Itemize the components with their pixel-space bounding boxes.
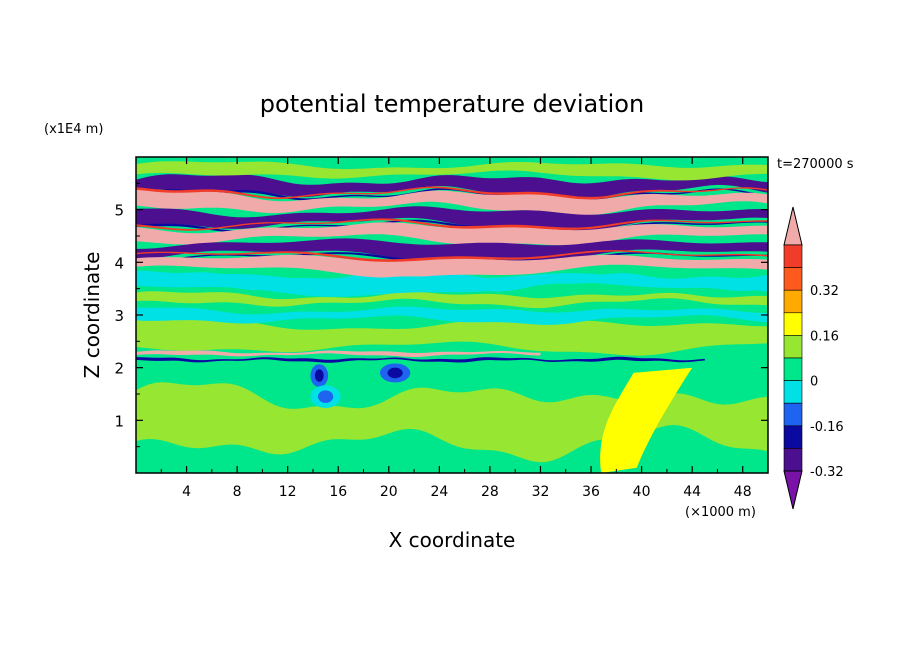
x-tick-label: 40: [633, 484, 651, 500]
field-cyan-band-1: [136, 306, 768, 325]
colorbar: 0.32 0.16 0 -0.16 -0.32: [783, 206, 844, 510]
field-vortex-core-2: [387, 367, 403, 379]
x-tick-label: 8: [233, 484, 242, 500]
colorbar-swatch: [783, 357, 803, 381]
field-mid-band: [136, 317, 768, 356]
colorbar-swatch: [783, 267, 803, 291]
field-vortex-core-3: [318, 390, 334, 403]
colorbar-label: 0: [810, 375, 818, 390]
field-line-pink: [136, 350, 541, 357]
field-top-band: [136, 161, 768, 181]
y-unit-label: (x1E4 m): [44, 122, 103, 137]
field-layer-7: [136, 273, 768, 297]
field-layer-6: [136, 254, 768, 278]
x-axis: 4 8 12 16 20 24 28 32 36 40 44 48: [160, 157, 752, 500]
contour-field: [136, 157, 768, 473]
x-tick-label: 28: [481, 484, 499, 500]
field-vortex-core-1: [314, 369, 324, 382]
y-tick-label: 1: [114, 412, 124, 430]
x-tick-label: 16: [329, 484, 347, 500]
x-tick-label: 48: [734, 484, 752, 500]
colorbar-label: -0.32: [810, 465, 844, 480]
colorbar-swatch: [783, 402, 803, 427]
x-unit-label: (×1000 m): [685, 505, 756, 520]
colorbar-swatch: [783, 380, 803, 404]
x-tick-label: 32: [532, 484, 550, 500]
field-layer-edge-4: [136, 218, 768, 231]
x-tick-label: 36: [582, 484, 600, 500]
y-axis-label: Z coordinate: [80, 252, 104, 379]
colorbar-bottom-arrow: [783, 470, 803, 510]
colorbar-swatch: [783, 244, 803, 268]
field-mid-band-2: [136, 291, 768, 309]
colorbar-swatch: [783, 448, 803, 472]
y-tick-label: 2: [114, 360, 124, 378]
field-warm-blob: [600, 367, 693, 473]
colorbar-swatch: [783, 425, 803, 449]
x-tick-label: 44: [683, 484, 701, 500]
field-layer-5: [136, 238, 768, 262]
field-layer-2: [136, 189, 768, 216]
colorbar-label: -0.16: [810, 420, 844, 435]
colorbar-top-arrow: [783, 206, 803, 246]
field-layer-edge-6: [136, 250, 768, 262]
chart-title: potential temperature deviation: [260, 90, 644, 118]
colorbar-swatch: [783, 335, 803, 359]
field-layer-edge-2: [136, 186, 768, 200]
x-tick-label: 4: [182, 484, 191, 500]
x-tick-label: 20: [380, 484, 398, 500]
x-tick-label: 12: [279, 484, 297, 500]
colorbar-swatch: [783, 312, 803, 336]
field-line-navy: [136, 356, 705, 363]
y-tick-label: 5: [114, 202, 124, 220]
field-layer-1: [136, 174, 768, 200]
time-label: t=270000 s: [777, 157, 854, 172]
y-tick-label: 3: [114, 307, 124, 325]
field-layer-4: [136, 222, 768, 246]
colorbar-label: 0.32: [810, 284, 839, 299]
colorbar-swatch: [783, 289, 803, 314]
colorbar-label: 0.16: [810, 329, 839, 344]
field-lower-band: [136, 382, 768, 463]
y-axis: 1 2 3 4 5: [114, 182, 768, 448]
x-axis-label: X coordinate: [389, 528, 516, 552]
x-tick-label: 24: [430, 484, 448, 500]
y-tick-label: 4: [114, 254, 124, 272]
